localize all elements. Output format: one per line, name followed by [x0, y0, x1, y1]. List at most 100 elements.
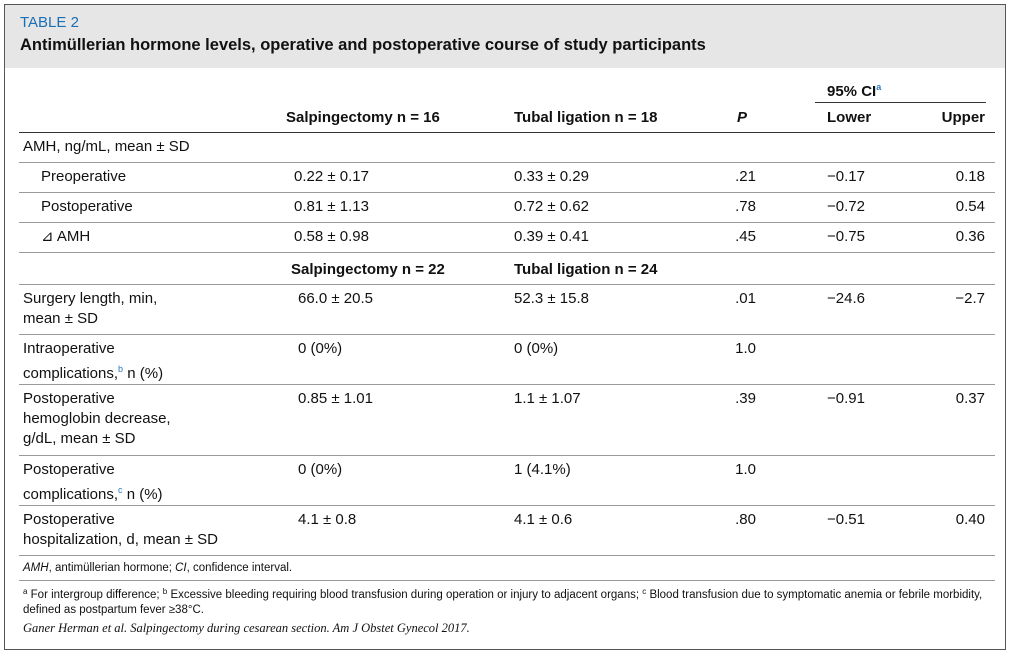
cell: 0 (0%) [298, 340, 343, 357]
cell: 0.81 ± 1.13 [294, 198, 369, 215]
abbr: AMH [23, 562, 49, 574]
rule [19, 192, 995, 193]
column-header: Salpingectomy n = 16 [286, 109, 440, 126]
rule [19, 284, 995, 285]
column-header: Tubal ligation n = 18 [514, 109, 658, 126]
cell: 0.85 ± 1.01 [298, 390, 373, 407]
rule [19, 222, 995, 223]
abbr-def: , antimüllerian hormone; [48, 562, 176, 574]
column-header: Upper [941, 109, 985, 126]
cell: .80 [735, 511, 756, 528]
cell: 66.0 ± 20.5 [298, 290, 373, 307]
label-line: Postoperative [23, 461, 115, 478]
abbr-def: , confidence interval. [186, 562, 293, 574]
table-label: TABLE 2 [20, 14, 79, 31]
rule [19, 334, 995, 335]
rule [815, 102, 986, 103]
subheader: Salpingectomy n = 22 [291, 261, 445, 278]
row-label: Intraoperative complications,b n (%) [23, 339, 163, 384]
notes: a For intergroup difference; b Excessive… [23, 584, 993, 618]
row-label: ⊿ AMH [41, 228, 91, 245]
abbr: CI [175, 562, 187, 574]
row-label: Postoperative hemoglobin decrease, g/dL, m… [23, 389, 171, 449]
note-mark: a [23, 587, 28, 596]
label-line: mean ± SD [23, 310, 98, 327]
note-mark: b [162, 587, 168, 596]
label-end: n (%) [126, 486, 163, 503]
row-label: Postoperative complications,c n (%) [23, 460, 163, 505]
row-label: Postoperative hospitalization, d, mean ± … [23, 510, 218, 550]
cell: −0.91 [827, 390, 865, 407]
label-line: Postoperative [23, 390, 115, 407]
ci-sup: a [876, 82, 882, 92]
cell: 4.1 ± 0.6 [514, 511, 573, 528]
cell: 52.3 ± 15.8 [514, 290, 589, 307]
cell: 0.72 ± 0.62 [514, 198, 589, 215]
rule [19, 252, 995, 253]
citation: Ganer Herman et al. Salpingectomy during… [23, 621, 470, 635]
cell: .78 [735, 198, 756, 215]
table-title: Antimüllerian hormone levels, operative … [20, 36, 706, 54]
label-line: complications,b n (%) [23, 364, 164, 382]
label-line: complications,c n (%) [23, 485, 163, 503]
cell: 0.39 ± 0.41 [514, 228, 589, 245]
note-mark: c [642, 587, 647, 596]
label-line: hospitalization, d, mean ± SD [23, 531, 218, 548]
label-line: hemoglobin decrease, [23, 410, 171, 427]
cell: 0.22 ± 0.17 [294, 168, 369, 185]
note-text: Blood transfusion due to symptomatic ane… [23, 589, 983, 616]
label-line: Postoperative [23, 511, 115, 528]
abbreviations: AMH, antimüllerian hormone; CI, confiden… [23, 561, 292, 576]
table-frame: TABLE 2 Antimüllerian hormone levels, ope… [4, 4, 1006, 650]
cell: .39 [735, 390, 756, 407]
cell: 1.0 [735, 340, 756, 357]
cell: 0.36 [955, 228, 985, 245]
cell: 0.54 [955, 198, 985, 215]
column-header: Lower [827, 109, 872, 126]
rule [19, 132, 995, 133]
column-header: P [736, 109, 747, 126]
cell: .45 [735, 228, 756, 245]
rule [19, 162, 995, 163]
row-label: Surgery length, min, mean ± SD [23, 289, 157, 329]
cell: −0.72 [827, 198, 865, 215]
cell: 0.58 ± 0.98 [294, 228, 369, 245]
cell: −24.6 [827, 290, 865, 307]
cell: 4.1 ± 0.8 [298, 511, 357, 528]
cell: 0 (0%) [298, 461, 343, 478]
note-text: Excessive bleeding requiring blood trans… [170, 589, 640, 601]
label-sup: b [118, 364, 124, 374]
note-text: For intergroup difference; [30, 589, 160, 601]
rule [19, 580, 995, 581]
cell: 0.33 ± 0.29 [514, 168, 589, 185]
table-header: TABLE 2 Antimüllerian hormone levels, ope… [5, 5, 1005, 68]
rule [19, 555, 995, 556]
cell: 0.40 [955, 511, 985, 528]
ci-header: 95% CIa [827, 77, 881, 102]
cell: 0 (0%) [514, 340, 559, 357]
cell: 1.1 ± 1.07 [514, 390, 581, 407]
cell: 1 (4.1%) [514, 461, 571, 478]
cell: 0.37 [955, 390, 985, 407]
ci-text: 95% CI [827, 83, 877, 100]
group-label: AMH, ng/mL, mean ± SD [23, 138, 190, 155]
cell: .21 [735, 168, 756, 185]
label-sup: c [118, 485, 123, 495]
cell: −2.7 [955, 290, 985, 307]
cell: −0.51 [827, 511, 865, 528]
rule [19, 505, 995, 506]
label-end: n (%) [127, 365, 164, 382]
rule [19, 455, 995, 456]
subheader: Tubal ligation n = 24 [514, 261, 658, 278]
cell: 0.18 [955, 168, 985, 185]
cell: 1.0 [735, 461, 756, 478]
rule [19, 384, 995, 385]
label-line: g/dL, mean ± SD [23, 430, 136, 447]
row-label: Postoperative [41, 198, 133, 215]
label-line: Surgery length, min, [23, 290, 158, 307]
cell: .01 [735, 290, 756, 307]
label-line: Intraoperative [23, 340, 115, 357]
cell: −0.75 [827, 228, 865, 245]
cell: −0.17 [827, 168, 865, 185]
